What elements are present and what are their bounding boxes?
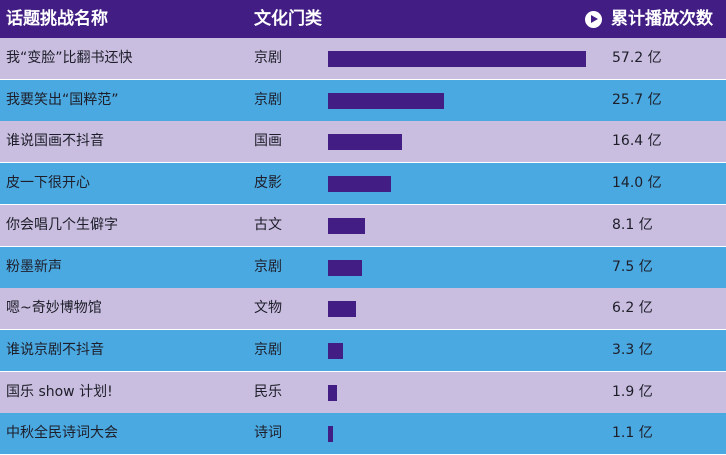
column-header-plays: 累计播放次数 (585, 0, 713, 38)
category-label: 文物 (254, 300, 282, 317)
category-label: 京剧 (254, 258, 282, 275)
topic-name: 嗯~奇妙博物馆 (6, 300, 102, 317)
table-row: 皮一下很开心 皮影 14.0 亿 (0, 163, 726, 205)
play-count-bar (328, 217, 365, 234)
play-count-value: 1.9 亿 (612, 383, 653, 400)
column-header-topic-name: 话题挑战名称 (6, 9, 108, 29)
table-row: 粉墨新声 京剧 7.5 亿 (0, 246, 726, 288)
table-header: 话题挑战名称 文化门类 累计播放次数 (0, 0, 726, 38)
play-count-value: 16.4 亿 (612, 133, 662, 150)
play-count-bar (328, 342, 343, 359)
topic-name: 谁说京剧不抖音 (6, 341, 104, 358)
column-header-plays-label: 累计播放次数 (611, 9, 713, 29)
table-row: 我要笑出“国粹范” 京剧 25.7 亿 (0, 79, 726, 121)
topic-name: 中秋全民诗词大会 (6, 425, 118, 442)
play-count-bar (328, 51, 586, 67)
category-label: 国画 (254, 133, 282, 150)
table-row: 我“变脸”比翻书还快 京剧 57.2 亿 (0, 38, 726, 79)
table-row: 嗯~奇妙博物馆 文物 6.2 亿 (0, 288, 726, 330)
play-count-bar (328, 384, 337, 401)
category-label: 诗词 (254, 425, 282, 442)
play-count-bar (328, 134, 402, 151)
category-label: 京剧 (254, 91, 282, 108)
category-label: 京剧 (254, 341, 282, 358)
topic-name: 国乐 show 计划! (6, 383, 113, 400)
category-label: 京剧 (254, 50, 282, 66)
play-count-bar (328, 301, 356, 318)
play-count-value: 7.5 亿 (612, 258, 653, 275)
table-row: 谁说京剧不抖音 京剧 3.3 亿 (0, 329, 726, 371)
play-count-value: 1.1 亿 (612, 425, 653, 442)
play-count-bar (328, 426, 333, 443)
topic-name: 粉墨新声 (6, 258, 62, 275)
topic-name: 我要笑出“国粹范” (6, 91, 119, 108)
play-count-bar (328, 92, 444, 109)
category-label: 古文 (254, 216, 282, 233)
table-row: 国乐 show 计划! 民乐 1.9 亿 (0, 371, 726, 413)
topic-name: 你会唱几个生僻字 (6, 216, 118, 233)
play-count-value: 3.3 亿 (612, 341, 653, 358)
table-row: 中秋全民诗词大会 诗词 1.1 亿 (0, 413, 726, 455)
topic-name: 皮一下很开心 (6, 175, 90, 192)
play-count-value: 57.2 亿 (612, 50, 662, 66)
play-count-value: 6.2 亿 (612, 300, 653, 317)
table-row: 谁说国画不抖音 国画 16.4 亿 (0, 121, 726, 163)
play-count-value: 14.0 亿 (612, 175, 662, 192)
play-count-value: 8.1 亿 (612, 216, 653, 233)
play-count-bar (328, 259, 362, 276)
category-label: 民乐 (254, 383, 282, 400)
table-row: 你会唱几个生僻字 古文 8.1 亿 (0, 204, 726, 246)
column-header-category: 文化门类 (254, 9, 322, 29)
topic-name: 我“变脸”比翻书还快 (6, 50, 133, 66)
play-circle-icon (585, 10, 602, 28)
topic-name: 谁说国画不抖音 (6, 133, 104, 150)
category-label: 皮影 (254, 175, 282, 192)
play-count-bar (328, 176, 392, 193)
play-count-value: 25.7 亿 (612, 91, 662, 108)
